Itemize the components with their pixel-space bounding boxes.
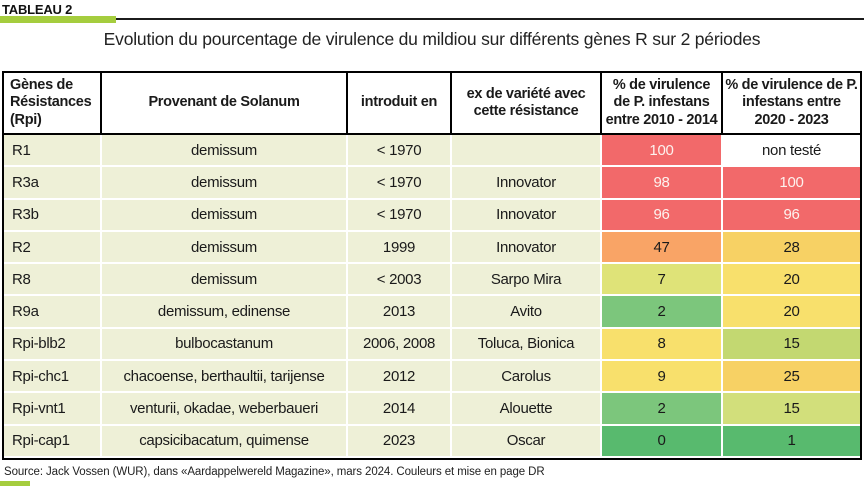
gene-cell: Rpi-cap1 <box>4 425 102 458</box>
variety-cell: Avito <box>452 296 602 329</box>
virulence-2010-cell: 2 <box>602 296 723 329</box>
virulence-2020-cell: 20 <box>723 264 860 297</box>
solanum-cell: capsicibacatum, quimense <box>102 425 348 458</box>
introduced-cell: 2023 <box>348 425 452 458</box>
virulence-2010-cell: 2 <box>602 393 723 426</box>
variety-cell: Oscar <box>452 425 602 458</box>
gene-cell: R1 <box>4 135 102 168</box>
variety-cell: Innovator <box>452 231 602 265</box>
virulence-table: Gènes de Résistances (Rpi) Provenant de … <box>2 71 862 460</box>
gene-cell: R8 <box>4 264 102 297</box>
variety-cell: Alouette <box>452 393 602 426</box>
source-credit: Source: Jack Vossen (WUR), dans «Aardapp… <box>4 466 545 478</box>
solanum-cell: demissum <box>102 231 348 265</box>
gene-cell: R3a <box>4 167 102 200</box>
virulence-2010-cell: 96 <box>602 199 723 232</box>
gene-cell: Rpi-blb2 <box>4 328 102 362</box>
virulence-2020-cell: 96 <box>723 199 860 232</box>
virulence-2010-cell: 98 <box>602 167 723 200</box>
tag-accent-bar <box>0 16 116 23</box>
virulence-2010-cell: 47 <box>602 231 723 265</box>
introduced-cell: 2012 <box>348 361 452 394</box>
variety-cell: Toluca, Bionica <box>452 328 602 362</box>
solanum-cell: venturii, okadae, weberbaueri <box>102 393 348 426</box>
virulence-2010-cell: 7 <box>602 264 723 297</box>
header-solanum: Provenant de Solanum <box>102 73 348 133</box>
solanum-cell: demissum, edinense <box>102 296 348 329</box>
virulence-2020-cell: 1 <box>723 425 860 458</box>
header-virulence-2020: % de virulence de P. infestans entre 202… <box>725 77 858 128</box>
virulence-2020-cell: 28 <box>723 231 860 265</box>
table-tag: TABLEAU 2 <box>2 2 73 17</box>
table-title: Evolution du pourcentage de virulence du… <box>103 29 761 49</box>
virulence-2010-cell: 0 <box>602 425 723 458</box>
gene-cell: Rpi-vnt1 <box>4 393 102 426</box>
header-variety: ex de variété avec cette résistance <box>452 73 602 133</box>
introduced-cell: < 1970 <box>348 199 452 232</box>
solanum-cell: demissum <box>102 135 348 168</box>
gene-cell: R3b <box>4 199 102 232</box>
solanum-cell: demissum <box>102 264 348 297</box>
virulence-2010-cell: 9 <box>602 361 723 394</box>
virulence-2020-cell: 100 <box>723 167 860 200</box>
virulence-2010-cell: 8 <box>602 328 723 362</box>
variety-cell: Innovator <box>452 199 602 232</box>
introduced-cell: 2013 <box>348 296 452 329</box>
virulence-2020-cell: non testé <box>723 135 860 168</box>
solanum-cell: chacoense, berthaultii, tarijense <box>102 361 348 394</box>
header-genes: Gènes de Résistances (Rpi) <box>4 73 102 133</box>
variety-cell <box>452 135 602 168</box>
virulence-2020-cell: 15 <box>723 393 860 426</box>
virulence-2010-cell: 100 <box>602 135 723 168</box>
next-section-accent-bar <box>0 481 30 486</box>
introduced-cell: 2014 <box>348 393 452 426</box>
gene-cell: R9a <box>4 296 102 329</box>
header-virulence-2010: % de virulence de P. infestans entre 201… <box>602 73 723 133</box>
introduced-cell: < 1970 <box>348 167 452 200</box>
gene-cell: Rpi-chc1 <box>4 361 102 394</box>
introduced-cell: 2006, 2008 <box>348 328 452 362</box>
introduced-cell: < 1970 <box>348 135 452 168</box>
gene-cell: R2 <box>4 231 102 265</box>
table-body: R1 demissum < 1970 100 non testé R3a demissum <… <box>4 135 860 458</box>
table-header-row: Gènes de Résistances (Rpi) Provenant de … <box>4 73 860 135</box>
introduced-cell: < 2003 <box>348 264 452 297</box>
virulence-2020-cell: 15 <box>723 328 860 362</box>
introduced-cell: 1999 <box>348 231 452 265</box>
variety-cell: Carolus <box>452 361 602 394</box>
variety-cell: Innovator <box>452 167 602 200</box>
variety-cell: Sarpo Mira <box>452 264 602 297</box>
solanum-cell: demissum <box>102 199 348 232</box>
virulence-2020-cell: 20 <box>723 296 860 329</box>
header-introduced: introduit en <box>348 73 452 133</box>
solanum-cell: bulbocastanum <box>102 328 348 362</box>
solanum-cell: demissum <box>102 167 348 200</box>
virulence-2020-cell: 25 <box>723 361 860 394</box>
top-rule <box>0 18 864 20</box>
